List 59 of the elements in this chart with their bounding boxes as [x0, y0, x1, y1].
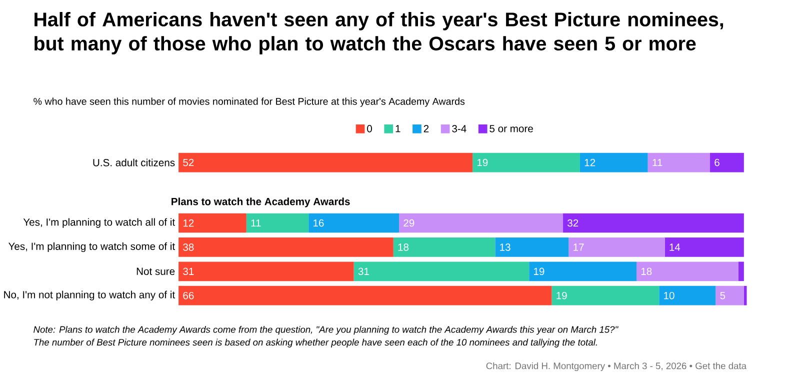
data-label: 13 — [500, 243, 510, 251]
y-tick-label: Not sure — [136, 268, 175, 275]
bar — [308, 213, 400, 233]
chart-title: Half of Americans haven't seen any of this year's Best Picture nominees, but many of those who plan to watch the Oscars have seen 5 or more — [34, 12, 724, 54]
bar — [552, 286, 660, 306]
data-label: 6 — [714, 158, 720, 166]
bar — [744, 286, 747, 306]
annotation: Plans to watch the Academy Awards — [172, 197, 350, 208]
data-label: 19 — [556, 292, 567, 300]
data-label: 17 — [574, 244, 584, 251]
data-label: 31 — [183, 268, 194, 275]
data-label: 14 — [670, 244, 680, 251]
data-label: 19 — [477, 158, 488, 166]
legend-label: 2 — [424, 124, 429, 132]
data-label: 29 — [404, 219, 414, 227]
bar — [178, 213, 246, 233]
text: The number of Best Picture nominees seen is based on asking whether people have seen each of the 10 nominees and tallying the total. — [34, 338, 597, 348]
bar — [178, 262, 354, 281]
bar — [178, 237, 394, 257]
data-label: 52 — [183, 158, 194, 166]
data-label: 66 — [183, 292, 194, 300]
data-label: 16 — [314, 219, 324, 227]
bar — [738, 262, 744, 281]
text: Chart: David H. Montgomery • March 3 - 5, 2026 • Get the data — [486, 362, 747, 371]
data-label: 11 — [251, 219, 261, 226]
bar — [178, 286, 552, 306]
legend-label: 3-4 — [452, 124, 466, 132]
bar — [664, 237, 744, 257]
bar — [354, 262, 530, 281]
data-label: 12 — [183, 219, 194, 226]
data-label: 10 — [664, 292, 674, 300]
data-label: 18 — [398, 243, 409, 251]
bar — [716, 286, 744, 306]
bar — [246, 213, 309, 233]
data-label: 31 — [358, 268, 369, 275]
y-tick-label: U.S. adult citizens — [93, 158, 175, 166]
bar — [495, 237, 569, 257]
legend-label: 0 — [367, 124, 372, 132]
data-label: 38 — [183, 243, 194, 251]
text: Note: Plans to watch the Academy Awards come from the question, "Are you planning to watch the Academy Awards this year on March 15?" — [34, 326, 618, 335]
data-label: 12 — [584, 158, 596, 166]
bar — [568, 237, 665, 257]
legend-label: 5 or more — [490, 124, 533, 132]
bar — [563, 213, 744, 233]
bar — [393, 237, 496, 257]
data-label: 19 — [534, 268, 544, 275]
bar — [636, 262, 738, 281]
y-tick-label: No, I'm not planning to watch any of it — [4, 290, 175, 300]
legend-label: 1 — [396, 124, 400, 132]
bar — [659, 286, 716, 306]
bar — [529, 262, 637, 281]
chart-subtitle: % who have seen this number of movies nominated for Best Picture at this year's Academy Awards — [34, 98, 465, 107]
data-label: 11 — [652, 158, 662, 166]
y-tick-label: Yes, I'm planning to watch some of it — [8, 242, 175, 252]
data-label: 5 — [720, 292, 726, 300]
bar — [399, 213, 564, 233]
data-label: 32 — [568, 219, 578, 227]
y-tick-label: Yes, I'm planning to watch all of it — [23, 218, 175, 228]
data-label: 18 — [641, 268, 652, 275]
